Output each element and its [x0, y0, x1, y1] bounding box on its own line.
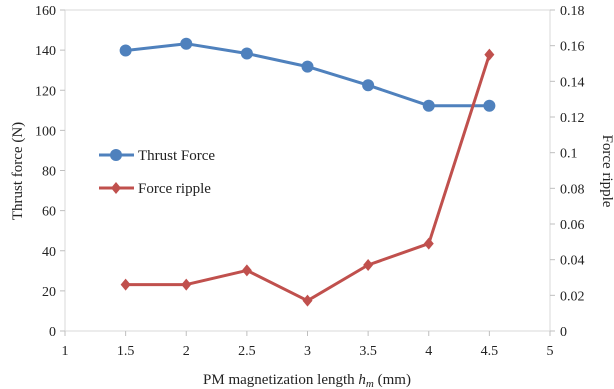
series-force-ripple	[120, 48, 495, 307]
x-tick-label: 1	[62, 344, 69, 359]
right-y-tick-label: 0.08	[560, 182, 585, 197]
legend-label-force-ripple: Force ripple	[138, 181, 211, 197]
data-point-force-ripple	[241, 264, 252, 277]
data-point-thrust-force	[119, 44, 132, 57]
x-tick-label: 1.5	[117, 344, 135, 359]
left-y-tick-label: 120	[35, 84, 56, 99]
left-y-tick-label: 60	[42, 205, 56, 220]
series-thrust-force	[119, 37, 496, 112]
series-layer	[119, 37, 496, 307]
legend-label-thrust-force: Thrust Force	[138, 148, 215, 164]
x-axis-ticks: 1 1.5 2 2.5 3 3.5 4 4.5 5	[62, 331, 554, 359]
right-y-tick-label: 0	[560, 325, 567, 340]
x-axis-title: PM magnetization length hm (mm)	[203, 372, 411, 389]
right-y-tick-label: 0.18	[560, 4, 585, 19]
data-point-thrust-force	[301, 60, 314, 73]
left-y-tick-label: 160	[35, 4, 56, 19]
data-point-force-ripple	[363, 259, 374, 272]
legend-item-force-ripple: Force ripple	[99, 181, 211, 197]
legend-item-thrust-force: Thrust Force	[99, 148, 215, 164]
plot-area	[64, 9, 551, 332]
right-y-axis-ticks: 0 0.02 0.04 0.06 0.08 0.1 0.12 0.14 0.16 0.18	[550, 4, 585, 340]
right-y-axis-title: Force ripple	[599, 135, 614, 208]
data-point-thrust-force	[362, 79, 375, 92]
data-point-force-ripple	[181, 278, 192, 291]
x-tick-label: 3	[304, 344, 311, 359]
data-point-thrust-force	[180, 37, 193, 50]
x-tick-label: 5	[547, 344, 554, 359]
left-y-tick-label: 140	[35, 44, 56, 59]
left-y-axis-ticks: 0 20 40 60 80 100 120 140 160	[35, 4, 65, 340]
right-y-tick-label: 0.16	[560, 40, 585, 55]
left-y-tick-label: 100	[35, 124, 56, 139]
left-y-tick-label: 40	[42, 245, 56, 260]
left-y-tick-label: 80	[42, 165, 56, 180]
right-y-tick-label: 0.14	[560, 75, 585, 90]
left-y-tick-label: 20	[42, 285, 56, 300]
right-y-tick-label: 0.12	[560, 111, 585, 126]
data-point-force-ripple	[120, 278, 131, 291]
left-y-tick-label: 0	[49, 325, 56, 340]
data-point-thrust-force	[483, 99, 496, 112]
data-point-force-ripple	[302, 294, 313, 307]
legend: Thrust Force Force ripple	[99, 148, 215, 197]
data-point-thrust-force	[422, 99, 435, 112]
data-point-force-ripple	[423, 237, 434, 250]
data-point-thrust-force	[240, 47, 253, 60]
x-tick-label: 4.5	[481, 344, 499, 359]
data-point-force-ripple	[484, 48, 495, 61]
x-tick-label: 2.5	[238, 344, 256, 359]
x-tick-label: 4	[425, 344, 432, 359]
x-tick-label: 2	[183, 344, 190, 359]
right-y-tick-label: 0.1	[560, 147, 578, 162]
right-y-tick-label: 0.06	[560, 218, 585, 233]
x-tick-label: 3.5	[359, 344, 377, 359]
left-y-axis-title: Thrust force (N)	[10, 122, 26, 220]
right-y-tick-label: 0.04	[560, 254, 585, 269]
right-y-tick-label: 0.02	[560, 289, 585, 304]
